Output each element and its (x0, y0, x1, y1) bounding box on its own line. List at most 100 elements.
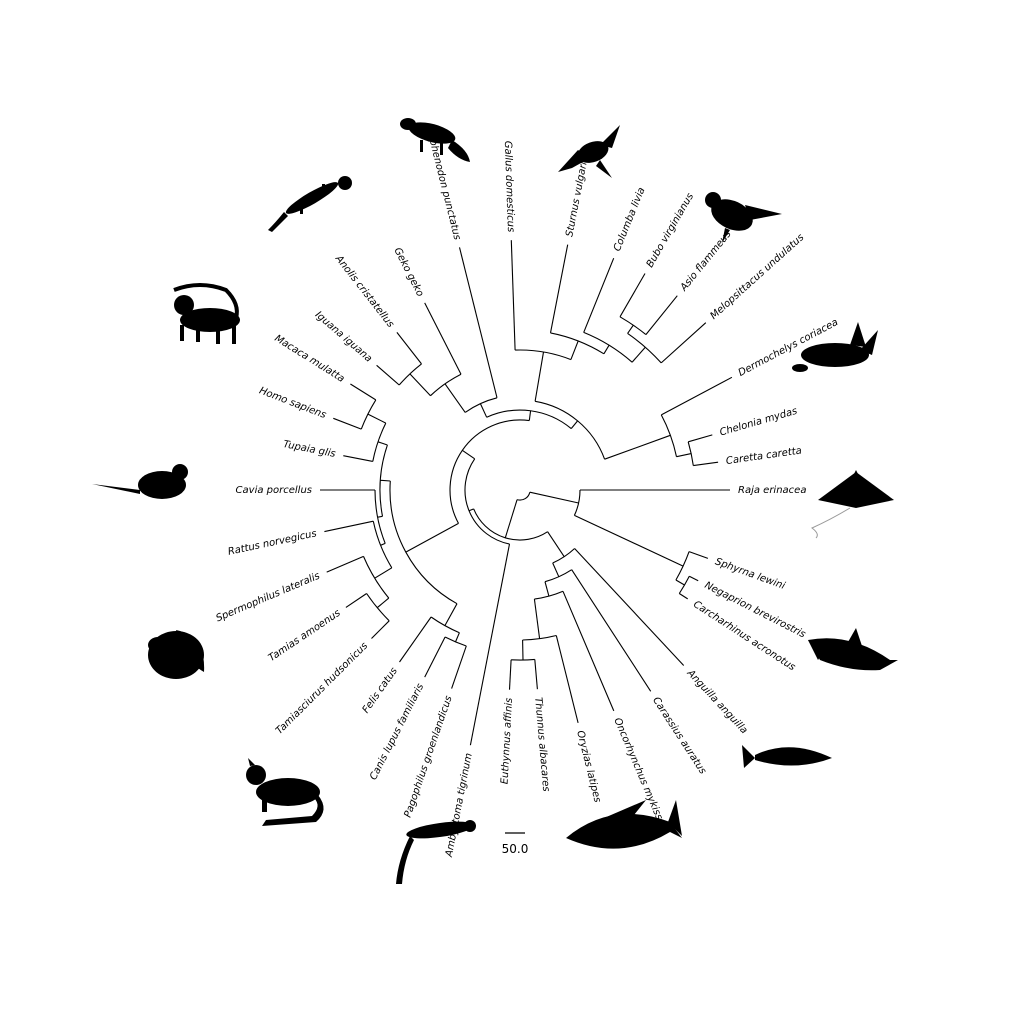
tree-branch-54 (376, 597, 390, 609)
tree-branch-101 (693, 461, 719, 467)
tip-label: Homo sapiens (258, 385, 328, 421)
tree-branch-39 (454, 632, 460, 643)
tree-branch-84 (549, 244, 569, 334)
tree-branch-42 (424, 636, 446, 678)
tip-label: Cavia porcellus (236, 485, 312, 496)
tip-label: Macaca mulatta (272, 333, 346, 385)
pigeon-icon (558, 125, 620, 178)
tree-branch-74 (396, 332, 422, 365)
tree-branch-16 (552, 562, 560, 577)
tree-branch-8 (678, 576, 690, 594)
tree-branch-17 (544, 569, 572, 583)
tree-branch-83 (550, 332, 605, 355)
tip-label: Anguilla anguilla (684, 667, 749, 736)
tree-branch-34 (405, 522, 459, 553)
sea-turtle-icon (792, 322, 878, 372)
tip-label: Raja erinacea (738, 485, 806, 496)
tree-branch-59 (372, 422, 387, 462)
tree-branch-58 (377, 441, 388, 446)
tree-branch-61 (367, 413, 387, 424)
tree-branch-95 (604, 434, 671, 460)
tree-branch-82 (570, 340, 579, 360)
tree-branch-12 (473, 508, 548, 541)
tree-branch-88 (631, 346, 646, 363)
tree-branch-93 (645, 295, 678, 335)
tree-branch-53 (326, 555, 364, 573)
tip-label: Columba livia (612, 186, 648, 253)
tree-branch-33 (449, 419, 530, 524)
tree-branch-38 (399, 616, 432, 663)
tree-branch-69 (444, 383, 466, 413)
tuna-icon (566, 800, 682, 849)
fish-icon (742, 745, 832, 768)
tip-label: Tupaia glis (282, 439, 336, 460)
tip-label: Rattus norvegicus (227, 528, 318, 558)
monkey-icon (173, 283, 240, 344)
tree-branch-11 (504, 499, 518, 538)
tree-branch-43 (380, 479, 391, 482)
tree-branch-81 (510, 240, 516, 351)
tip-label: Carassius auratus (650, 695, 708, 776)
owl-icon (705, 192, 782, 243)
tip-label: Tamias amoenus (267, 608, 343, 664)
tree-branch-56 (371, 620, 390, 639)
tip-label: Felis catus (361, 666, 400, 716)
tree-branch-87 (583, 257, 615, 333)
tree-branch-94 (660, 322, 707, 364)
tree-branch-29 (468, 508, 474, 512)
tree-branch-65 (528, 410, 532, 421)
tree-branch-46 (374, 489, 386, 544)
tree-branch-50 (324, 520, 374, 533)
tree-branch-63 (333, 417, 362, 430)
tip-label: Tamiasciurus hudsonicus (274, 641, 370, 737)
tree-branch-30 (464, 458, 510, 545)
tree-branch-71 (409, 373, 431, 397)
tree-branch-41 (451, 645, 467, 689)
tree-branch-68 (464, 397, 498, 413)
shark-icon (808, 628, 898, 671)
tree-branch-49 (372, 521, 393, 569)
tree-branch-48 (380, 542, 386, 546)
tree-branch-28 (508, 659, 512, 690)
tree-branch-100 (688, 434, 713, 443)
tree-branch-2 (573, 489, 581, 516)
tree-branch-37 (430, 616, 460, 634)
gecko-icon (268, 176, 352, 232)
tree-branch-21 (562, 591, 615, 712)
tree-branch-60 (343, 455, 373, 462)
tree-branch-5 (675, 551, 690, 581)
tree-branch-78 (535, 400, 606, 460)
tree-branch-1 (529, 491, 579, 504)
tip-label: Oryzias latipes (574, 729, 603, 803)
tip-label: Euthynnus affinis (500, 697, 516, 784)
tree-branches (320, 240, 733, 746)
tree-branch-85 (603, 344, 610, 355)
tree-branch-31 (469, 543, 511, 746)
tree-branch-4 (574, 514, 684, 567)
tree-branch-86 (583, 331, 633, 363)
tree-branch-45 (377, 515, 383, 518)
tree-branch-7 (675, 579, 685, 586)
tree-branch-80 (515, 349, 572, 361)
tree-branch-67 (479, 403, 488, 418)
tree-branch-52 (362, 556, 390, 599)
tree-branch-22 (533, 599, 541, 639)
tree-branch-18 (571, 569, 652, 692)
tip-label: Gallus domesticus (502, 141, 516, 233)
salamander-icon (396, 820, 476, 884)
tree-branch-66 (486, 409, 572, 430)
tip-label: Negaprion brevirostris (703, 580, 808, 641)
tip-label: Asio flammeus (678, 229, 734, 294)
tree-branch-97 (661, 376, 733, 416)
tree-branch-75 (424, 302, 462, 375)
tree-branch-64 (350, 383, 377, 401)
tree-branch-9 (689, 575, 699, 582)
tree-branch-13 (547, 531, 565, 558)
tip-label: Geko geko (391, 246, 425, 299)
tree-branch-6 (688, 551, 709, 559)
tree-branch-77 (570, 420, 579, 429)
rat-icon (92, 464, 188, 499)
scale-bar-label: 50.0 (502, 842, 529, 856)
tree-branch-19 (544, 581, 550, 597)
